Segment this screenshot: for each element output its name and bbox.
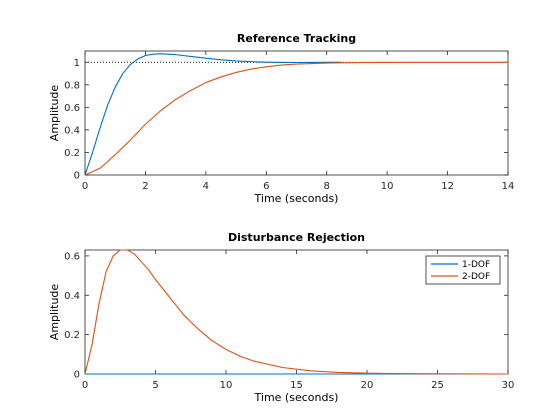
x-ticks: 0 2 4 6 8 10 12 14 (82, 51, 515, 192)
y-ticks: 0 0.2 0.4 0.6 0.8 1 (64, 58, 508, 182)
y-tick-label: 0.6 (64, 103, 80, 114)
y-tick-label: 1 (74, 58, 80, 69)
series-line-1 (84, 53, 342, 176)
y-tick-label: 0.4 (64, 291, 80, 302)
y-axis-label: Amplitude (48, 284, 61, 341)
legend-box (425, 255, 501, 285)
plot-area-box (84, 50, 509, 176)
x-tick-label: 10 (220, 380, 233, 391)
x-tick-label: 30 (502, 380, 515, 391)
x-tick-label: 10 (381, 181, 394, 192)
y-tick-label: 0.4 (64, 125, 80, 136)
x-axis-label: Time (seconds) (254, 391, 339, 404)
y-tick-label: 0.8 (64, 80, 80, 91)
x-tick-label: 14 (502, 181, 515, 192)
legend-label-1-dof: 1-DOF (462, 260, 490, 270)
x-tick-label: 12 (441, 181, 454, 192)
chart-title: Reference Tracking (237, 32, 356, 45)
series-group (84, 53, 508, 176)
x-ticks: 0 5 10 15 20 25 30 (82, 250, 515, 391)
series-line-2 (84, 61, 508, 176)
y-tick-label: 0.2 (64, 148, 80, 159)
y-axis-label: Amplitude (48, 85, 61, 142)
x-tick-label: 0 (82, 181, 88, 192)
x-tick-label: 2 (142, 181, 148, 192)
x-tick-label: 8 (324, 181, 330, 192)
legend: 1-DOF 2-DOF (425, 255, 501, 285)
x-axis-label: Time (seconds) (254, 192, 339, 205)
x-tick-label: 6 (263, 181, 269, 192)
series-line-2 (84, 249, 509, 375)
x-tick-label: 5 (152, 380, 158, 391)
disturbance-rejection-axes: 0 5 10 15 20 25 30 0 0.2 0.4 0.6 Disturbance Reje… (48, 231, 514, 404)
x-tick-label: 25 (431, 380, 444, 391)
x-tick-label: 0 (82, 380, 88, 391)
x-tick-label: 15 (290, 380, 303, 391)
x-tick-label: 4 (203, 181, 209, 192)
series-group (84, 249, 509, 375)
y-tick-label: 0 (74, 370, 80, 381)
y-tick-label: 0.2 (64, 330, 80, 341)
y-tick-label: 0.6 (64, 251, 80, 262)
reference-tracking-axes: 0 2 4 6 8 10 12 14 0 0.2 0.4 0.6 0.8 1 Reference Tra… (48, 32, 514, 205)
legend-label-2-dof: 2-DOF (462, 272, 490, 282)
chart-title: Disturbance Rejection (228, 231, 365, 244)
y-tick-label: 0 (74, 171, 80, 182)
x-tick-label: 20 (361, 380, 374, 391)
